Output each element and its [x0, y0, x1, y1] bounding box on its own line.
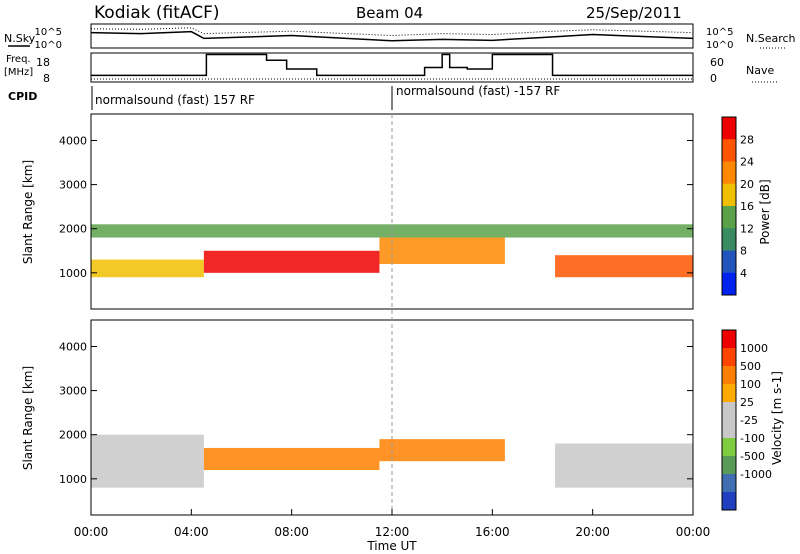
colorbar-swatch	[722, 474, 736, 493]
echo-band	[555, 255, 693, 278]
echo-band	[91, 224, 693, 238]
power-ylabel: Slant Range [km]	[21, 160, 35, 264]
cpid-segment-2: normalsound (fast) -157 RF	[396, 84, 560, 98]
colorbar-frame	[721, 329, 737, 511]
colorbar-tick-label: 4	[740, 267, 747, 280]
cpid-label: CPID	[8, 90, 37, 103]
y-tick-label: 4000	[59, 340, 87, 353]
noise-left-tick-high: 10^5	[35, 27, 62, 38]
x-tick-label: 08:00	[274, 525, 309, 539]
colorbar-swatch	[722, 420, 736, 439]
x-tick-label: 04:00	[174, 525, 209, 539]
date-title: 25/Sep/2011	[586, 4, 682, 22]
freq-right-tick-high: 60	[710, 56, 724, 69]
x-tick-label: 00:00	[74, 525, 109, 539]
colorbar-swatch	[722, 250, 736, 274]
x-tick-label: 20:00	[575, 525, 610, 539]
colorbar-frame	[721, 116, 737, 296]
echo-band	[379, 439, 505, 462]
x-axis-label: Time UT	[366, 539, 417, 553]
colorbar-swatch	[722, 139, 736, 162]
beam-title: Beam 04	[356, 4, 423, 22]
y-tick-label: 3000	[59, 179, 87, 192]
colorbar-swatch	[722, 492, 736, 511]
colorbar-tick-label: 1000	[740, 342, 768, 355]
noise-series-line	[90, 27, 694, 37]
colorbar-tick-label: 500	[740, 360, 761, 373]
echo-band	[555, 443, 693, 488]
colorbar-swatch	[722, 366, 736, 385]
x-tick-label: 16:00	[475, 525, 510, 539]
y-tick-label: 3000	[59, 385, 87, 398]
colorbar-swatch	[722, 183, 736, 207]
y-tick-label: 1000	[59, 473, 87, 486]
colorbar-tick-label: -100	[740, 432, 765, 445]
colorbar-tick-label: 24	[740, 156, 754, 169]
echo-band	[203, 250, 380, 273]
freq-panel	[90, 52, 694, 83]
colorbar-tick-label: -25	[740, 414, 758, 427]
colorbar-swatch	[722, 348, 736, 367]
freq-left-tick-high: 18	[36, 56, 50, 69]
freq-left-tick-low: 8	[43, 72, 50, 85]
colorbar-swatch	[722, 161, 736, 185]
colorbar-tick-label: 20	[740, 178, 754, 191]
colorbar-swatch	[722, 117, 736, 140]
echo-band	[91, 259, 204, 278]
nave-label: Nave	[746, 64, 774, 77]
echo-band	[91, 434, 204, 488]
velocity-cbar-label: Velocity [m s-1]	[770, 371, 784, 465]
nsearch-label: N.Search	[746, 32, 796, 45]
x-tick-label: 00:00	[676, 525, 711, 539]
freq-right-tick-low: 0	[710, 72, 717, 85]
colorbar-tick-label: 12	[740, 222, 754, 235]
echo-band	[203, 447, 380, 470]
colorbar-swatch	[722, 384, 736, 403]
colorbar-tick-label: 28	[740, 133, 754, 146]
y-tick-label: 1000	[59, 267, 87, 280]
colorbar-tick-label: 25	[740, 396, 754, 409]
power-cbar-label: Power [dB]	[758, 179, 772, 244]
colorbar-swatch	[722, 272, 736, 296]
cpid-segment-1: normalsound (fast) 157 RF	[95, 93, 255, 107]
colorbar-swatch	[722, 206, 736, 229]
colorbar-tick-label: 8	[740, 245, 747, 258]
colorbar-tick-label: -500	[740, 450, 765, 463]
nsky-label: N.Sky	[4, 32, 36, 45]
y-tick-label: 2000	[59, 223, 87, 236]
colorbar-swatch	[722, 228, 736, 251]
freq-series-line	[91, 53, 693, 77]
noise-left-tick-low: 10^0	[35, 40, 62, 51]
colorbar-tick-label: 100	[740, 378, 761, 391]
freq-label: Freq.	[6, 54, 31, 65]
noise-right-tick-high: 10^5	[706, 27, 733, 38]
colorbar-swatch	[722, 438, 736, 457]
echo-band	[379, 237, 505, 264]
x-tick-label: 12:00	[375, 525, 410, 539]
velocity-ylabel: Slant Range [km]	[21, 366, 35, 470]
station-title: Kodiak (fitACF)	[94, 3, 220, 23]
y-tick-label: 2000	[59, 429, 87, 442]
noise-series-line	[90, 30, 694, 42]
colorbar-swatch	[722, 456, 736, 475]
colorbar-tick-label: 16	[740, 200, 754, 213]
colorbar-tick-label: -1000	[740, 468, 772, 481]
freq-unit-label: [MHz]	[4, 67, 33, 78]
noise-right-tick-low: 10^0	[706, 40, 733, 51]
colorbar-swatch	[722, 330, 736, 349]
colorbar-swatch	[722, 402, 736, 421]
noise-panel	[90, 23, 694, 49]
y-tick-label: 4000	[59, 134, 87, 147]
